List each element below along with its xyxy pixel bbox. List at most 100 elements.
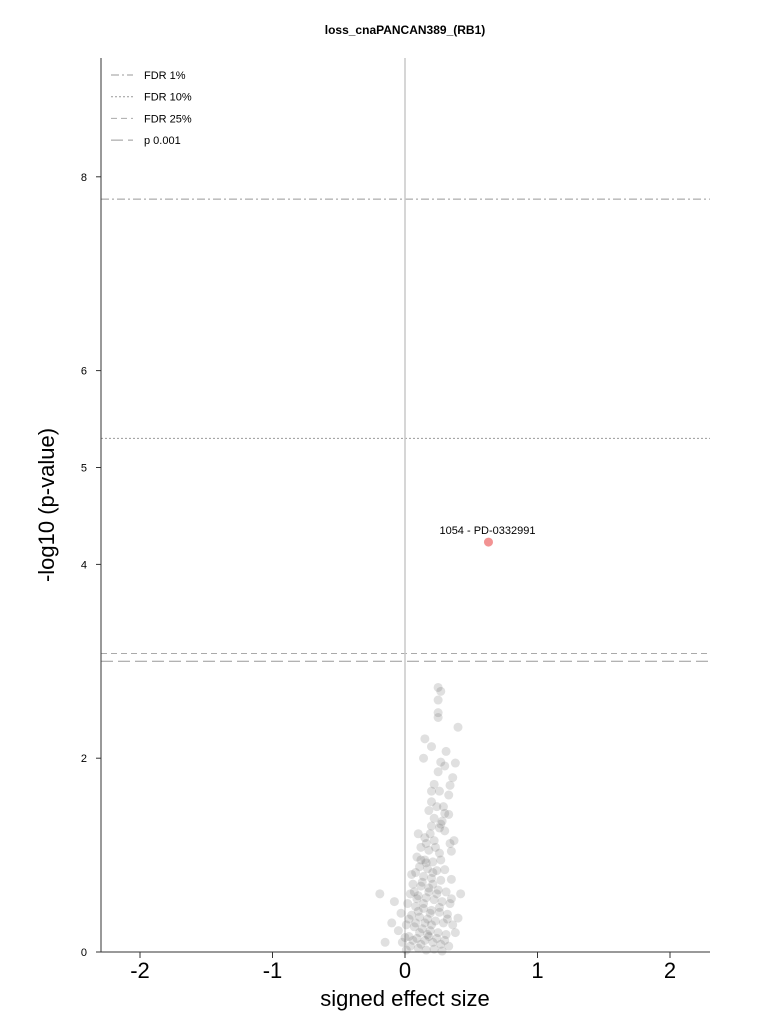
data-point — [375, 889, 385, 899]
data-point — [429, 895, 439, 905]
data-point — [421, 838, 431, 848]
data-point — [441, 887, 451, 897]
data-point — [433, 695, 443, 705]
data-point — [424, 887, 434, 897]
data-point — [434, 823, 444, 833]
data-point — [442, 909, 452, 919]
x-tick-label: 1 — [531, 958, 543, 983]
data-point — [416, 939, 426, 949]
data-point — [421, 893, 431, 903]
data-point — [423, 864, 433, 874]
data-point — [434, 907, 444, 917]
data-point — [412, 933, 422, 943]
data-point — [433, 682, 443, 692]
y-tick-label: 5 — [81, 463, 87, 475]
data-point — [428, 868, 438, 878]
data-point — [403, 899, 413, 909]
data-point — [449, 836, 459, 846]
data-point — [444, 790, 454, 800]
y-tick-label: 2 — [81, 753, 87, 765]
data-point — [424, 883, 434, 893]
x-tick-label: -2 — [130, 958, 150, 983]
data-point — [432, 802, 442, 812]
data-point — [409, 887, 419, 897]
data-point — [440, 808, 450, 818]
data-point — [434, 902, 444, 912]
data-point — [417, 877, 427, 887]
data-point — [433, 708, 443, 718]
legend-label: FDR 25% — [144, 113, 192, 125]
data-point — [430, 842, 440, 852]
data-point — [415, 928, 425, 938]
data-point — [444, 941, 454, 951]
y-tick-label: 8 — [81, 172, 87, 184]
data-point — [397, 937, 407, 947]
data-point — [433, 767, 443, 777]
data-point — [438, 802, 448, 812]
data-point — [400, 932, 410, 942]
data-point — [428, 879, 438, 889]
y-axis-label: -log10 (p-value) — [34, 428, 59, 582]
data-point — [444, 809, 454, 819]
data-point — [380, 937, 390, 947]
data-point — [442, 914, 452, 924]
data-point — [411, 868, 421, 878]
data-point — [396, 908, 406, 918]
data-point — [419, 871, 429, 881]
data-point — [387, 918, 397, 928]
data-point — [405, 889, 415, 899]
data-point — [448, 773, 458, 783]
data-point — [420, 918, 430, 928]
data-point — [416, 881, 426, 891]
data-point — [407, 869, 417, 879]
highlight-label: 1054 - PD-0332991 — [439, 525, 535, 537]
legend-label: FDR 1% — [144, 70, 186, 82]
data-point — [419, 899, 429, 909]
data-point — [433, 713, 443, 723]
data-point — [393, 926, 403, 936]
data-point — [411, 901, 421, 911]
data-point — [450, 758, 460, 768]
data-point — [423, 930, 433, 940]
data-point — [427, 742, 436, 752]
data-point — [420, 935, 430, 945]
data-point — [429, 944, 439, 954]
data-point — [440, 935, 450, 945]
data-point — [436, 939, 446, 949]
data-point — [427, 797, 436, 807]
y-axis-ticks: 0 2 4 5 6 8 — [81, 172, 101, 959]
data-point — [423, 914, 433, 924]
data-point — [389, 897, 399, 907]
data-point — [415, 862, 425, 872]
data-point — [456, 889, 466, 899]
data-point — [448, 920, 458, 930]
data-point — [421, 858, 431, 868]
data-point — [441, 746, 451, 756]
background-points — [375, 682, 466, 956]
data-point — [417, 924, 427, 934]
data-point — [419, 753, 429, 763]
data-point — [433, 928, 443, 938]
data-point — [412, 852, 422, 862]
data-point — [429, 813, 439, 823]
data-point — [407, 910, 417, 920]
legend-label: p 0.001 — [144, 135, 181, 147]
data-point — [429, 836, 439, 846]
data-point — [440, 865, 450, 875]
x-tick-label: 0 — [399, 958, 411, 983]
data-point — [445, 780, 455, 790]
data-point — [438, 918, 448, 928]
chart-title: loss_cnaPANCAN389_(RB1) — [325, 23, 486, 37]
data-point — [446, 874, 456, 884]
data-point — [433, 885, 443, 895]
data-point — [437, 816, 447, 826]
data-point — [430, 916, 440, 926]
data-point — [413, 829, 423, 839]
highlight-point[interactable] — [483, 537, 493, 547]
data-point — [413, 906, 423, 916]
data-point — [425, 926, 435, 936]
data-point — [453, 722, 463, 732]
data-point — [425, 829, 435, 839]
data-point — [445, 838, 455, 848]
y-tick-label: 6 — [81, 366, 87, 378]
